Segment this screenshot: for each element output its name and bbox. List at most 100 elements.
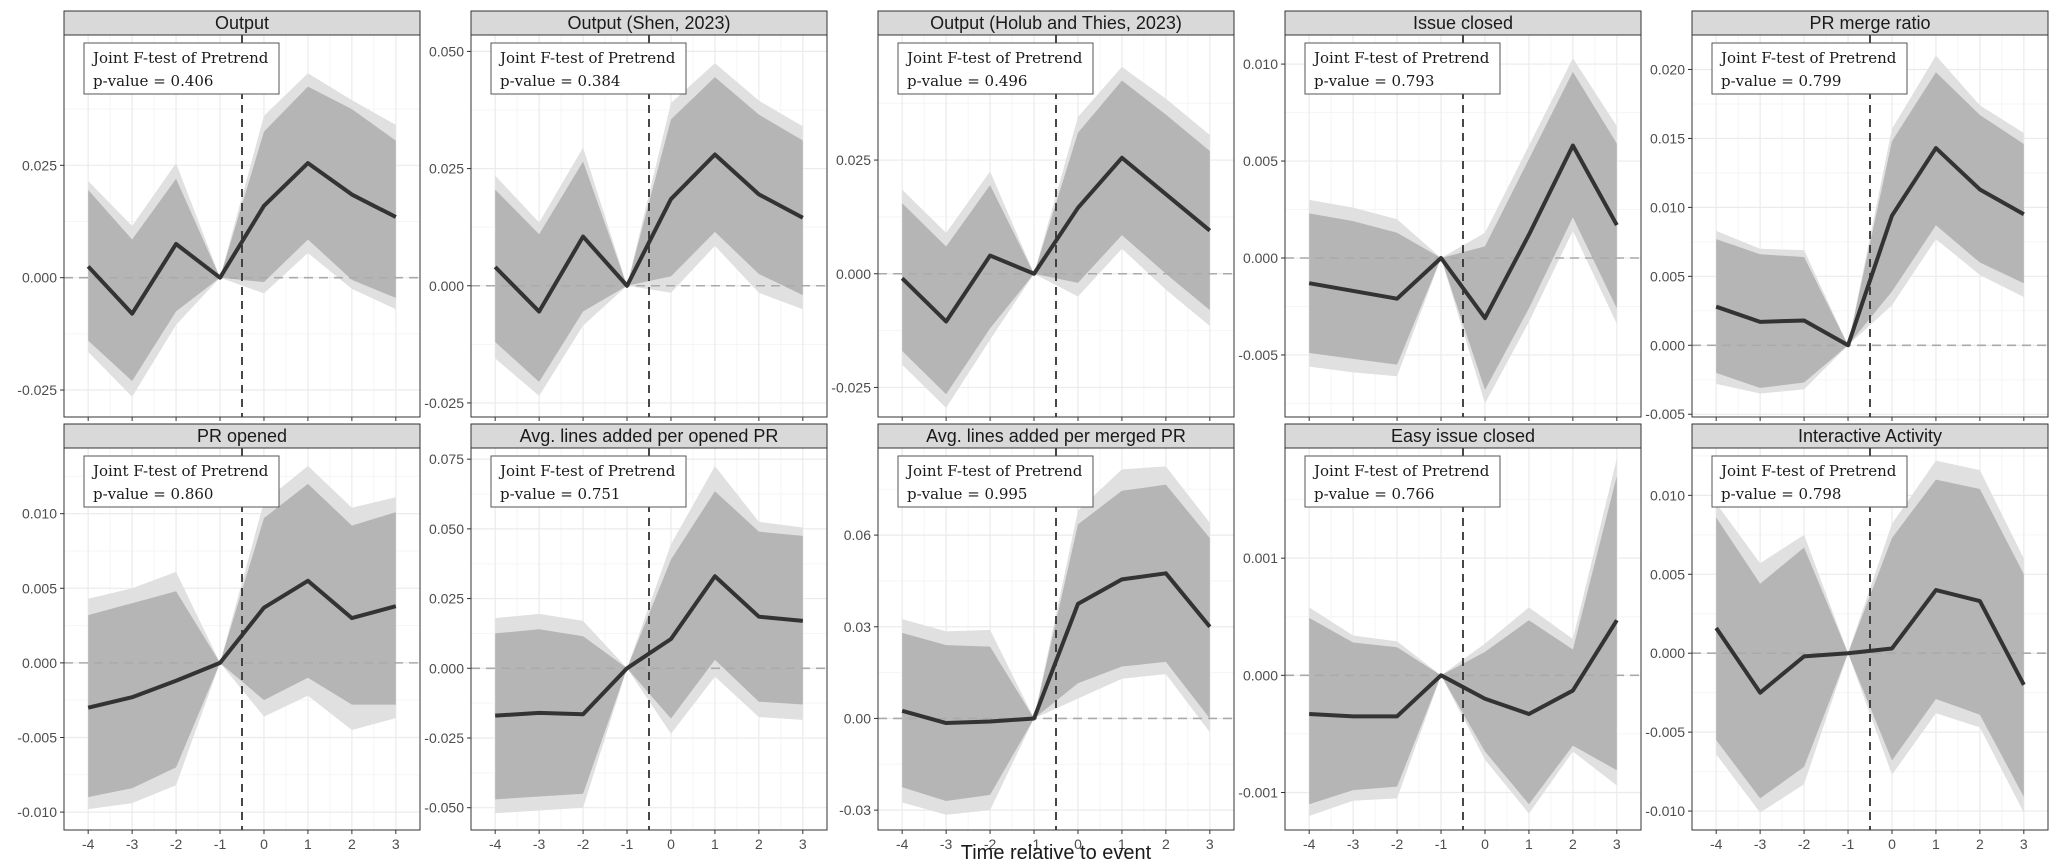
facet-strip [877,10,1235,36]
pretrend-test-box [897,455,1094,508]
y-tick-label: -0.03 [839,802,871,818]
facet-strip [1284,423,1642,449]
y-tick-label: 0.010 [1650,199,1685,215]
estimate-line [493,152,804,314]
x-tick-label: 3 [2020,836,2028,852]
x-tick-label: -2 [1391,836,1404,852]
estimate-line [1308,143,1619,321]
y-tick-label: 0.005 [1650,268,1685,284]
x-tick-label: 2 [1569,836,1577,852]
x-tick-label: -4 [1710,836,1723,852]
facet-panel: Avg. lines added per merged PR -0.03 0.00 0… [839,423,1235,852]
pretrend-test-title: Joint F-test of Pretrend [91,49,269,67]
facet-strip [470,10,828,36]
panel-border [877,447,1235,831]
ci95-band [1309,71,1617,390]
facet-title: Issue closed [1413,13,1513,33]
x-tick-label: 0 [1074,836,1082,852]
x-axis-label: Time relative to event [961,842,1152,864]
pretrend-test-box [1304,455,1501,508]
estimate-line [900,155,1212,324]
facet-title: PR merge ratio [1809,13,1930,33]
y-tick-label: 0.000 [1650,645,1685,661]
x-tick-label: 2 [1976,836,1984,852]
x-tick-label: 1 [1118,836,1126,852]
y-tick-label: 0.025 [429,591,464,607]
y-tick-label: 0.075 [429,451,464,467]
x-tick-label: -4 [82,836,95,852]
y-tick-label: 0.000 [836,266,871,282]
y-tick-label: 0.025 [836,152,871,168]
pretrend-pvalue: p-value = 0.384 [500,72,620,90]
y-tick-label: -0.025 [17,382,57,398]
x-tick-label: 0 [667,836,675,852]
x-tick-label: 1 [711,836,719,852]
estimate-line [495,574,804,718]
ci95-band [1309,476,1617,805]
x-tick-label: 0 [1888,836,1896,852]
y-tick-label: -0.005 [1645,406,1685,422]
pretrend-pvalue: p-value = 0.496 [907,72,1027,90]
estimate-line [87,578,397,710]
facet-strip [63,10,421,36]
y-tick-label: 0.00 [844,710,871,726]
y-tick-label: 0.005 [1650,566,1685,582]
pretrend-pvalue: p-value = 0.793 [1314,72,1434,90]
facet-panel: Output-0.0250.0000.025-4-3-2-10123Joint … [17,10,421,439]
panel-border [1284,447,1642,831]
y-tick-label: -0.025 [424,395,464,411]
y-tick-label: 0.005 [1243,153,1278,169]
y-tick-label: 0.010 [22,506,57,522]
facet-title: Avg. lines added per opened PR [520,426,779,446]
y-tick-label: -0.010 [1645,803,1685,819]
y-tick-label: 0.06 [844,527,871,543]
x-tick-label: 1 [304,836,312,852]
y-tick-label: 0.020 [1650,61,1685,77]
facet-panel: Issue closed-0.0050.0000.0050.010-4-3-2-… [1238,10,1642,439]
ci95-band [88,483,396,798]
x-tick-label: -3 [1347,836,1360,852]
facet-panel: Easy issue closed -0.001 0.000 0.001 -4 -3 -2 -… [1238,423,1642,852]
y-tick-label: -0.001 [1238,785,1278,801]
pretrend-test-title: Joint F-test of Pretrend [1312,462,1490,480]
y-tick-label: -0.050 [424,800,464,816]
facet-strip [63,423,421,449]
x-tick-label: 0 [260,836,268,852]
pretrend-pvalue: p-value = 0.766 [1314,485,1434,503]
x-tick-label: -1 [621,836,634,852]
ci95-band [495,77,803,382]
pretrend-test-title: Joint F-test of Pretrend [905,49,1083,67]
x-tick-label: 2 [1162,836,1170,852]
facet-strip [1284,10,1642,36]
pretrend-test-title: Joint F-test of Pretrend [905,462,1083,480]
estimate-line [1715,146,2025,348]
y-tick-label: 0.010 [1650,487,1685,503]
y-tick-label: 0.010 [1243,56,1278,72]
facet-panel: Interactive Activity -0.010 -0.005 0.000 0.0… [1645,423,2049,852]
x-tick-label: 3 [1206,836,1214,852]
x-tick-label: -1 [1842,836,1855,852]
y-tick-label: 0.000 [22,270,57,286]
facet-title: Output [215,13,269,33]
x-tick-label: 3 [799,836,807,852]
x-tick-label: -2 [984,836,997,852]
x-tick-label: 0 [1481,836,1489,852]
panel-border [1284,34,1642,418]
y-tick-label: 0.005 [22,580,57,596]
facet-title: Output (Shen, 2023) [567,13,730,33]
facet-title: Output (Holub and Thies, 2023) [930,13,1182,33]
facet-panel: Output (Holub and Thies, 2023) -0.025 0.00… [831,10,1235,439]
facet-strip [1691,10,2049,36]
ci95-band [1716,72,2024,389]
estimate-line [86,161,397,316]
facet-panel: Avg. lines added per opened PR -0.050 -0.0… [424,423,828,852]
y-tick-label: 0.000 [429,278,464,294]
y-tick-label: 0.050 [429,43,464,59]
x-tick-label: -1 [1028,836,1041,852]
x-tick-label: 2 [755,836,763,852]
facet-strip [470,423,828,449]
pretrend-test-title: Joint F-test of Pretrend [498,49,676,67]
pretrend-test-box [490,455,687,508]
pretrend-test-title: Joint F-test of Pretrend [91,462,269,480]
x-tick-label: 3 [1613,836,1621,852]
